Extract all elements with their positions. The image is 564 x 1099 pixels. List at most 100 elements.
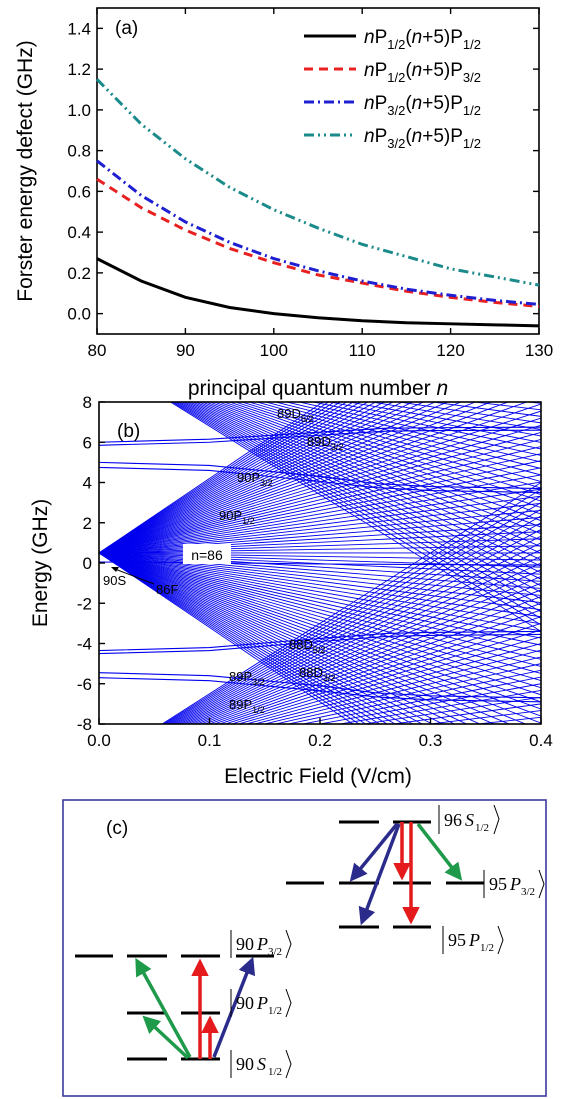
svg-text:3/2: 3/2: [521, 886, 535, 898]
stark-fan-line: [186, 402, 541, 580]
panel-a-ticks: 80 90 100 110 120 130 0.0 0.2 0.4 0.6 0.8 1.0 1.2 1.4: [67, 8, 553, 360]
stark-fan-line: [286, 669, 541, 724]
stark-fan-line: [99, 338, 541, 358]
svg-text:P: P: [256, 934, 268, 954]
panel-a-x-axis-label: principal quantum number n: [188, 377, 448, 400]
x-tick-label: 0.3: [419, 731, 443, 750]
stark-fan-line: [99, 552, 541, 689]
y-tick-label: 0.4: [67, 223, 91, 242]
stark-fan-line: [99, 208, 541, 358]
stark-fan-line: [273, 663, 541, 724]
label-89D52: 89D5/2: [277, 406, 313, 424]
panel-a-y-axis-label: Forster energy defect (GHz): [14, 40, 37, 301]
svg-text:S: S: [257, 1054, 266, 1074]
stark-fan-line: [175, 402, 541, 613]
svg-text:3/2: 3/2: [268, 946, 282, 958]
svg-text:95: 95: [489, 874, 507, 894]
panel-b: 0.0 0.1 0.2 0.3 0.4 -8 -6 -4 -2 0 2 4 6 8 (b) Energy …: [29, 149, 553, 1046]
stark-fan-line: [262, 656, 541, 724]
stark-fan-line: [186, 562, 541, 724]
stark-fan-line: [209, 402, 541, 535]
stark-fan-line: [99, 156, 541, 358]
label-88D32: 88D3/2: [299, 665, 335, 683]
stark-fan-line: [99, 439, 541, 554]
stark-fan-line: [173, 529, 541, 724]
stark-fan-line: [99, 764, 541, 952]
stark-fan-line: [183, 402, 541, 587]
y-tick-label: 0.8: [67, 142, 91, 161]
x-tick-label: 90: [176, 341, 195, 360]
stark-fan-line: [99, 552, 541, 625]
stark-fan-line: [99, 402, 362, 554]
stark-fan-line: [99, 402, 336, 554]
stark-fan-line: [99, 552, 381, 724]
stark-fan-line: [346, 402, 541, 437]
stark-fan-line: [284, 402, 541, 463]
label-89D32: 89D3/2: [307, 434, 343, 452]
ket-90P32: 90 P 3/2: [230, 929, 292, 959]
stark-fan-line: [99, 552, 541, 639]
stark-fan-line: [99, 764, 541, 938]
stark-fan-line: [99, 764, 541, 992]
stark-fan-line: [99, 764, 541, 1046]
series-line-3: [96, 159, 540, 306]
stark-fan-line: [99, 446, 541, 554]
stark-fan-line: [99, 764, 541, 985]
svg-text:90: 90: [236, 993, 254, 1013]
y-tick-label: 1.2: [67, 60, 91, 79]
stark-fan-line: [99, 552, 541, 589]
stark-fan-line: [99, 764, 541, 925]
stark-fan-line: [99, 266, 541, 357]
label-89P32: 89P3/2: [229, 669, 265, 687]
stark-fan-line: [180, 549, 541, 724]
x-tick-label: 120: [436, 341, 464, 360]
x-tick-label: 80: [88, 341, 107, 360]
stark-fan-line: [171, 522, 541, 724]
stark-fan-line: [99, 517, 541, 554]
stark-fan-line: [240, 402, 541, 496]
stark-fan-line: [99, 325, 541, 358]
y-tick-label: 8: [83, 393, 92, 412]
label-90S: 90S: [103, 573, 126, 588]
stark-fan-line: [99, 552, 456, 724]
panel-c: (c): [62, 799, 547, 1097]
stark-fan-line: [194, 402, 541, 561]
stark-fan-line: [173, 402, 541, 619]
y-tick-label: -4: [77, 635, 92, 654]
stark-fan-line: [99, 552, 434, 724]
state-line-8: [99, 677, 541, 703]
stark-fan-line: [161, 482, 541, 724]
stark-fan-line: [99, 188, 541, 357]
stark-fan-line: [253, 649, 541, 724]
stark-fan-line: [99, 552, 541, 618]
stark-fan-line: [99, 227, 541, 357]
stark-fan-line: [99, 764, 541, 945]
ket-90S12: 90 S 1/2: [230, 1049, 292, 1079]
svg-text:90: 90: [236, 1054, 254, 1074]
series-line-2: [96, 177, 540, 308]
stark-fan-line: [99, 358, 541, 365]
y-tick-label: 0.6: [67, 182, 91, 201]
stark-fan-line: [99, 273, 541, 358]
stark-fan-line: [99, 509, 541, 554]
ket-95P32: 95 P 3/2: [483, 869, 545, 899]
stark-fan-line: [99, 751, 541, 764]
stark-fan-line: [99, 764, 541, 1039]
stark-fan-line: [183, 555, 541, 724]
arrow-green-down: [416, 822, 463, 881]
stark-fan-line: [99, 402, 449, 554]
legend-label-2: nP1/2(n+5)P3/2: [364, 60, 481, 85]
svg-text:P: P: [468, 930, 480, 950]
stark-fan-line: [99, 552, 444, 724]
stark-fan-line: [99, 552, 481, 724]
panel-a-series: [95, 78, 540, 328]
stark-fan-line: [222, 402, 541, 515]
stark-fan-line: [99, 402, 414, 554]
stark-fan-line: [99, 495, 541, 554]
y-tick-label: 6: [83, 433, 92, 452]
y-tick-label: -6: [77, 675, 92, 694]
stark-fan-line: [99, 764, 541, 1019]
stark-fan-line: [317, 683, 541, 724]
stark-fan-line: [99, 552, 541, 710]
stark-fan-line: [99, 149, 541, 358]
